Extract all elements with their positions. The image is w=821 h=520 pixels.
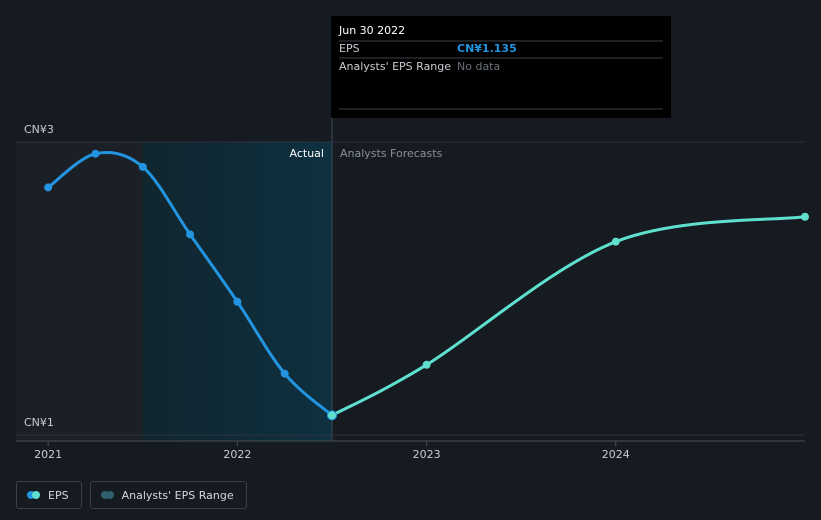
legend-eps[interactable]: EPS: [16, 481, 82, 509]
x-tick-label: 2022: [223, 448, 251, 461]
point: [233, 297, 242, 306]
annotation: Analysts Forecasts: [340, 147, 443, 160]
tooltip-label: EPS: [339, 42, 360, 55]
point: [327, 411, 336, 420]
tooltip: Jun 30 2022 EPS CN¥1.135 Analysts' EPS R…: [331, 16, 671, 118]
point: [280, 369, 289, 378]
legend: EPS Analysts' EPS Range: [16, 481, 247, 509]
point: [422, 360, 431, 369]
tooltip-title: Jun 30 2022: [338, 24, 405, 37]
annotation: Actual: [290, 147, 324, 160]
x-tick-label: 2024: [602, 448, 630, 461]
legend-range[interactable]: Analysts' EPS Range: [89, 481, 247, 509]
x-tick-label: 2023: [413, 448, 441, 461]
legend-swatch: [32, 491, 40, 499]
legend-swatch: [105, 491, 114, 499]
point: [138, 162, 147, 171]
tooltip-value: No data: [457, 60, 500, 73]
y-tick-label: CN¥1: [24, 416, 54, 429]
point: [186, 230, 195, 239]
tooltip-box: [331, 16, 671, 118]
actual-region: [142, 142, 332, 441]
legend-swatch: [100, 491, 109, 499]
past-region: [16, 142, 143, 441]
line: [331, 215, 806, 417]
legend-label: EPS: [48, 488, 69, 502]
tooltip-value: CN¥1.135: [457, 42, 517, 55]
y-tick-label: CN¥3: [24, 123, 54, 136]
point: [91, 149, 100, 158]
point: [801, 212, 809, 221]
legend-swatch: [27, 491, 35, 499]
tooltip-label: Analysts' EPS Range: [339, 60, 451, 73]
point: [44, 183, 53, 192]
legend-label: Analysts' EPS Range: [121, 488, 234, 502]
point: [611, 237, 620, 246]
x-tick-label: 2021: [34, 448, 62, 461]
